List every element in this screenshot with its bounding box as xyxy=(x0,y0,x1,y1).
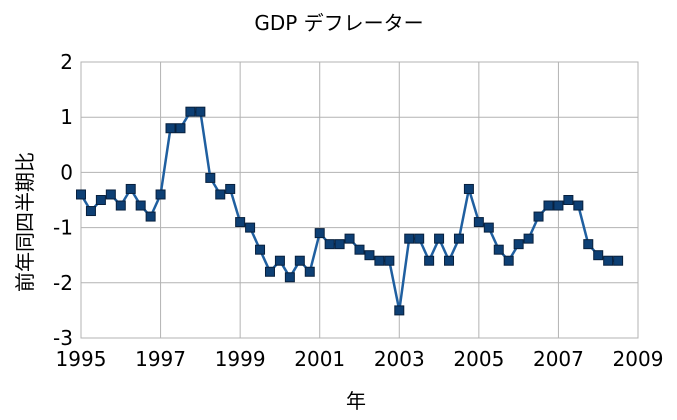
data-point xyxy=(414,233,425,244)
data-point xyxy=(394,305,405,316)
data-point xyxy=(593,250,604,261)
gridlines xyxy=(80,61,639,339)
series-line xyxy=(79,110,619,312)
data-point xyxy=(613,255,624,266)
data-point xyxy=(165,123,176,134)
data-point xyxy=(205,172,216,183)
data-point xyxy=(255,244,266,255)
y-axis-ticks: 2 1 0 -1 -2 -3 xyxy=(53,50,73,350)
data-point xyxy=(523,233,534,244)
x-tick-label: 2005 xyxy=(453,347,504,371)
data-point xyxy=(374,255,385,266)
data-point xyxy=(215,189,226,200)
x-tick-label: 2001 xyxy=(294,347,345,371)
y-tick-label: 2 xyxy=(60,50,73,74)
data-point xyxy=(434,233,445,244)
data-point xyxy=(483,222,494,233)
data-point xyxy=(95,195,106,205)
data-point xyxy=(603,255,614,266)
data-point xyxy=(573,200,584,211)
data-point xyxy=(225,183,236,194)
data-point xyxy=(344,233,355,244)
y-axis-label: 前年同四半期比 xyxy=(13,152,37,292)
data-point xyxy=(354,244,365,255)
data-point xyxy=(195,106,206,117)
data-point xyxy=(264,266,275,277)
data-point xyxy=(115,200,126,211)
data-point xyxy=(563,195,574,205)
plot-area xyxy=(80,61,639,339)
y-tick-label: -3 xyxy=(53,326,73,350)
data-point xyxy=(513,239,524,250)
data-point xyxy=(85,206,96,217)
data-point xyxy=(314,228,325,239)
x-tick-label: 1995 xyxy=(56,347,107,371)
data-point xyxy=(404,233,415,244)
data-point xyxy=(145,211,156,222)
x-axis-ticks: 1995 1997 1999 2001 2003 2005 2007 2009 xyxy=(56,347,664,371)
data-point xyxy=(553,200,564,211)
data-point xyxy=(493,244,504,255)
data-point xyxy=(543,200,554,211)
data-point xyxy=(444,255,455,266)
y-tick-label: 1 xyxy=(60,105,73,129)
data-point xyxy=(583,239,594,250)
data-point xyxy=(105,189,116,200)
x-tick-label: 2009 xyxy=(613,347,664,371)
data-point xyxy=(364,250,375,261)
data-point xyxy=(533,211,544,222)
chart-title: GDP デフレーター xyxy=(254,11,423,35)
x-tick-label: 2007 xyxy=(533,347,584,371)
data-point xyxy=(503,255,514,266)
x-tick-label: 1999 xyxy=(215,347,266,371)
x-axis-label: 年 xyxy=(346,389,366,413)
data-point xyxy=(284,272,295,283)
data-point xyxy=(175,123,186,134)
data-point xyxy=(294,255,305,266)
data-point xyxy=(304,266,315,277)
data-point xyxy=(245,222,256,233)
y-tick-label: 0 xyxy=(60,160,73,184)
data-point xyxy=(463,183,474,194)
data-point xyxy=(473,217,484,228)
data-point xyxy=(424,255,435,266)
data-point xyxy=(185,106,196,117)
data-point xyxy=(76,189,86,200)
data-point xyxy=(235,217,246,228)
x-tick-label: 2003 xyxy=(374,347,425,371)
data-point xyxy=(384,255,395,266)
data-point xyxy=(135,200,146,211)
data-point xyxy=(453,233,464,244)
data-point xyxy=(334,239,345,250)
data-point xyxy=(125,183,136,194)
y-tick-label: -2 xyxy=(53,271,73,295)
series-deflator xyxy=(76,106,624,316)
x-tick-label: 1997 xyxy=(135,347,186,371)
y-tick-label: -1 xyxy=(53,216,73,240)
data-point xyxy=(324,239,335,250)
data-point xyxy=(155,189,166,200)
data-point xyxy=(274,255,285,266)
